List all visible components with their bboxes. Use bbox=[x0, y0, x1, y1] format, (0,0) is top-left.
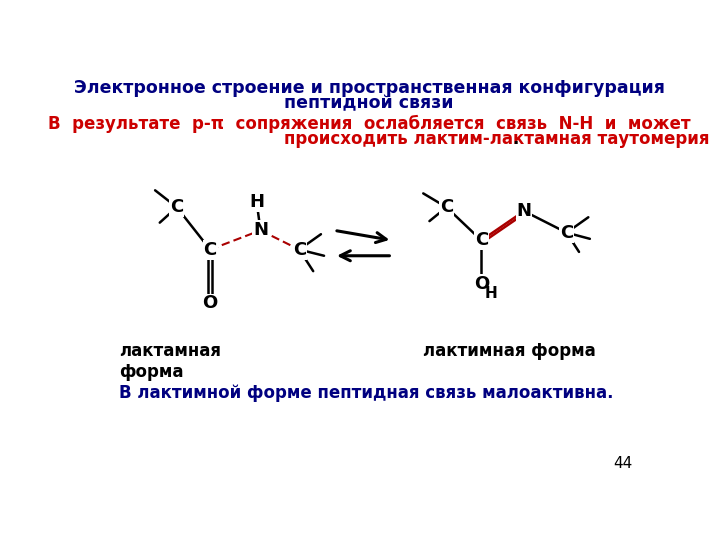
Text: В  результате  р-π  сопряжения  ослабляется  связь  N-H  и  может: В результате р-π сопряжения ослабляется … bbox=[48, 115, 690, 133]
Text: O: O bbox=[474, 275, 489, 293]
Text: C: C bbox=[170, 198, 184, 216]
Text: H: H bbox=[485, 286, 497, 301]
Text: C: C bbox=[204, 241, 217, 259]
Text: C: C bbox=[292, 241, 306, 259]
Text: Электронное строение и пространственная конфигурация: Электронное строение и пространственная … bbox=[73, 79, 665, 97]
Text: лактимная форма: лактимная форма bbox=[423, 342, 596, 360]
Text: C: C bbox=[474, 231, 488, 249]
Text: лактамная
форма: лактамная форма bbox=[120, 342, 222, 381]
Text: происходить лактим-лактамная таутомерия: происходить лактим-лактамная таутомерия bbox=[284, 130, 709, 148]
Text: N: N bbox=[516, 202, 531, 220]
Text: H: H bbox=[249, 193, 264, 211]
Text: N: N bbox=[253, 221, 268, 239]
Text: C: C bbox=[440, 198, 453, 216]
Text: .: . bbox=[513, 130, 518, 148]
Text: 44: 44 bbox=[613, 456, 632, 471]
Text: C: C bbox=[560, 224, 573, 242]
Text: O: O bbox=[202, 294, 217, 313]
Text: В лактимной форме пептидная связь малоактивна.: В лактимной форме пептидная связь малоак… bbox=[120, 384, 614, 402]
Text: пептидной связи: пептидной связи bbox=[284, 94, 454, 112]
